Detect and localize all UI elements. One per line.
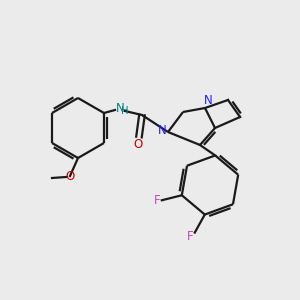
Text: O: O <box>65 169 75 182</box>
Text: F: F <box>154 194 160 207</box>
Text: N: N <box>158 124 166 136</box>
Text: H: H <box>121 106 129 116</box>
Text: N: N <box>116 103 124 116</box>
Text: N: N <box>204 94 212 107</box>
Text: O: O <box>134 137 142 151</box>
Text: F: F <box>187 230 193 243</box>
